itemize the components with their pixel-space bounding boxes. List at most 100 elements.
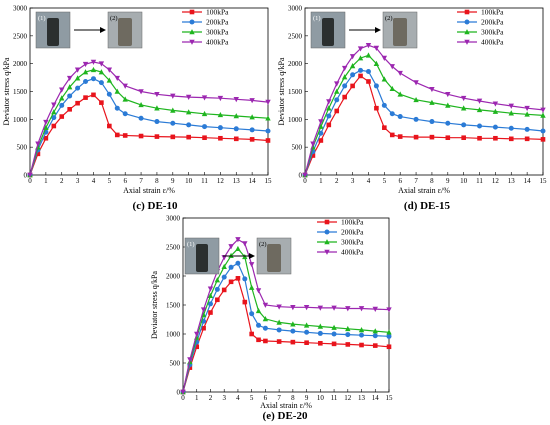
legend-marker: [189, 29, 195, 35]
data-point: [233, 113, 239, 119]
data-point: [201, 110, 208, 117]
specimen-photo-inset: (1) (2): [310, 11, 418, 49]
data-point: [170, 134, 176, 140]
x-tick-label: 3: [222, 394, 226, 402]
x-tick-label: 0: [181, 394, 185, 402]
data-point: [107, 123, 112, 129]
data-point: [200, 307, 207, 313]
data-point: [233, 96, 239, 103]
series-200kPa: [27, 76, 271, 178]
data-point: [524, 126, 530, 132]
series-300kPa: [180, 245, 392, 395]
data-point: [138, 133, 144, 139]
data-point: [43, 124, 49, 130]
data-point: [248, 284, 255, 290]
series-line: [29, 94, 269, 176]
legend-label: 200kPa: [206, 18, 229, 27]
legend-label: 400kPa: [206, 38, 229, 47]
x-tick-label: 11: [476, 177, 483, 185]
chart-caption-e: (e) DE-20: [262, 410, 308, 422]
data-point: [386, 329, 392, 335]
data-point: [187, 365, 193, 370]
data-point: [138, 101, 144, 108]
data-point: [228, 279, 234, 285]
x-tick-label: 4: [236, 394, 240, 402]
legend-label: 300kPa: [341, 238, 364, 247]
legend-marker: [189, 39, 195, 45]
x-tick-label: 10: [460, 177, 468, 185]
data-point: [59, 87, 65, 93]
data-point: [114, 88, 120, 94]
y-axis-label: Deviator stress q/kPa: [2, 57, 11, 125]
x-tick-label: 12: [217, 177, 225, 185]
data-point: [59, 95, 65, 101]
data-point: [389, 64, 395, 70]
y-tick-label: 0: [24, 172, 28, 180]
data-point: [249, 127, 255, 133]
data-point: [334, 88, 340, 94]
y-tick-label: 3000: [288, 5, 303, 13]
data-point: [524, 111, 530, 117]
data-point: [508, 103, 514, 109]
data-point: [358, 73, 363, 79]
data-point: [341, 65, 348, 72]
data-point: [138, 115, 144, 121]
legend-label: 100kPa: [341, 218, 364, 227]
data-point: [397, 114, 403, 120]
data-point: [318, 123, 324, 129]
legend-marker: [189, 19, 195, 25]
legend-marker: [324, 219, 330, 225]
data-point: [83, 95, 88, 100]
data-point: [381, 55, 388, 61]
data-point: [51, 109, 57, 115]
data-point: [35, 151, 41, 157]
data-point: [256, 337, 261, 343]
data-point: [304, 340, 309, 345]
data-point: [349, 54, 356, 60]
legend-label: 200kPa: [341, 228, 364, 237]
x-tick-label: 12: [344, 394, 352, 402]
x-tick-label: 0: [28, 177, 32, 185]
x-tick-label: 2: [209, 394, 213, 402]
data-point: [290, 328, 296, 334]
data-point: [381, 102, 387, 108]
y-tick-label: 2000: [288, 60, 303, 68]
data-point: [310, 141, 316, 147]
data-point: [326, 105, 332, 111]
y-tick-label: 500: [170, 360, 181, 368]
x-tick-label: 8: [155, 177, 159, 185]
data-point: [540, 107, 546, 113]
data-point: [276, 319, 282, 325]
data-point: [331, 331, 337, 337]
data-point: [138, 89, 144, 95]
specimen-cylinder-after: [393, 18, 407, 46]
x-axis-label: Axial strain ε/%: [260, 401, 312, 410]
x-tick-label: 2: [60, 177, 64, 185]
data-point: [201, 325, 206, 331]
x-tick-label: 3: [76, 177, 80, 185]
data-point: [249, 114, 255, 120]
data-point: [357, 55, 364, 61]
data-point: [249, 137, 255, 142]
x-tick-label: 1: [195, 394, 199, 402]
data-point: [276, 304, 282, 310]
specimen-cylinder-before: [196, 244, 208, 272]
x-tick-label: 14: [372, 394, 380, 402]
data-point: [265, 99, 271, 105]
data-point: [122, 133, 128, 138]
legend-label: 400kPa: [341, 248, 364, 257]
data-point: [276, 327, 282, 333]
data-point: [235, 260, 241, 266]
data-point: [122, 111, 128, 117]
legend-marker: [324, 239, 330, 245]
x-axis-label: Axial strain ε/%: [123, 186, 175, 195]
data-point: [235, 245, 241, 252]
series-line: [182, 247, 390, 393]
data-point: [492, 108, 499, 114]
x-tick-label: 9: [305, 394, 309, 402]
x-tick-label: 12: [492, 177, 500, 185]
data-point: [342, 94, 347, 100]
series-400kPa: [180, 237, 392, 395]
data-point: [317, 305, 324, 311]
data-point: [265, 138, 271, 143]
